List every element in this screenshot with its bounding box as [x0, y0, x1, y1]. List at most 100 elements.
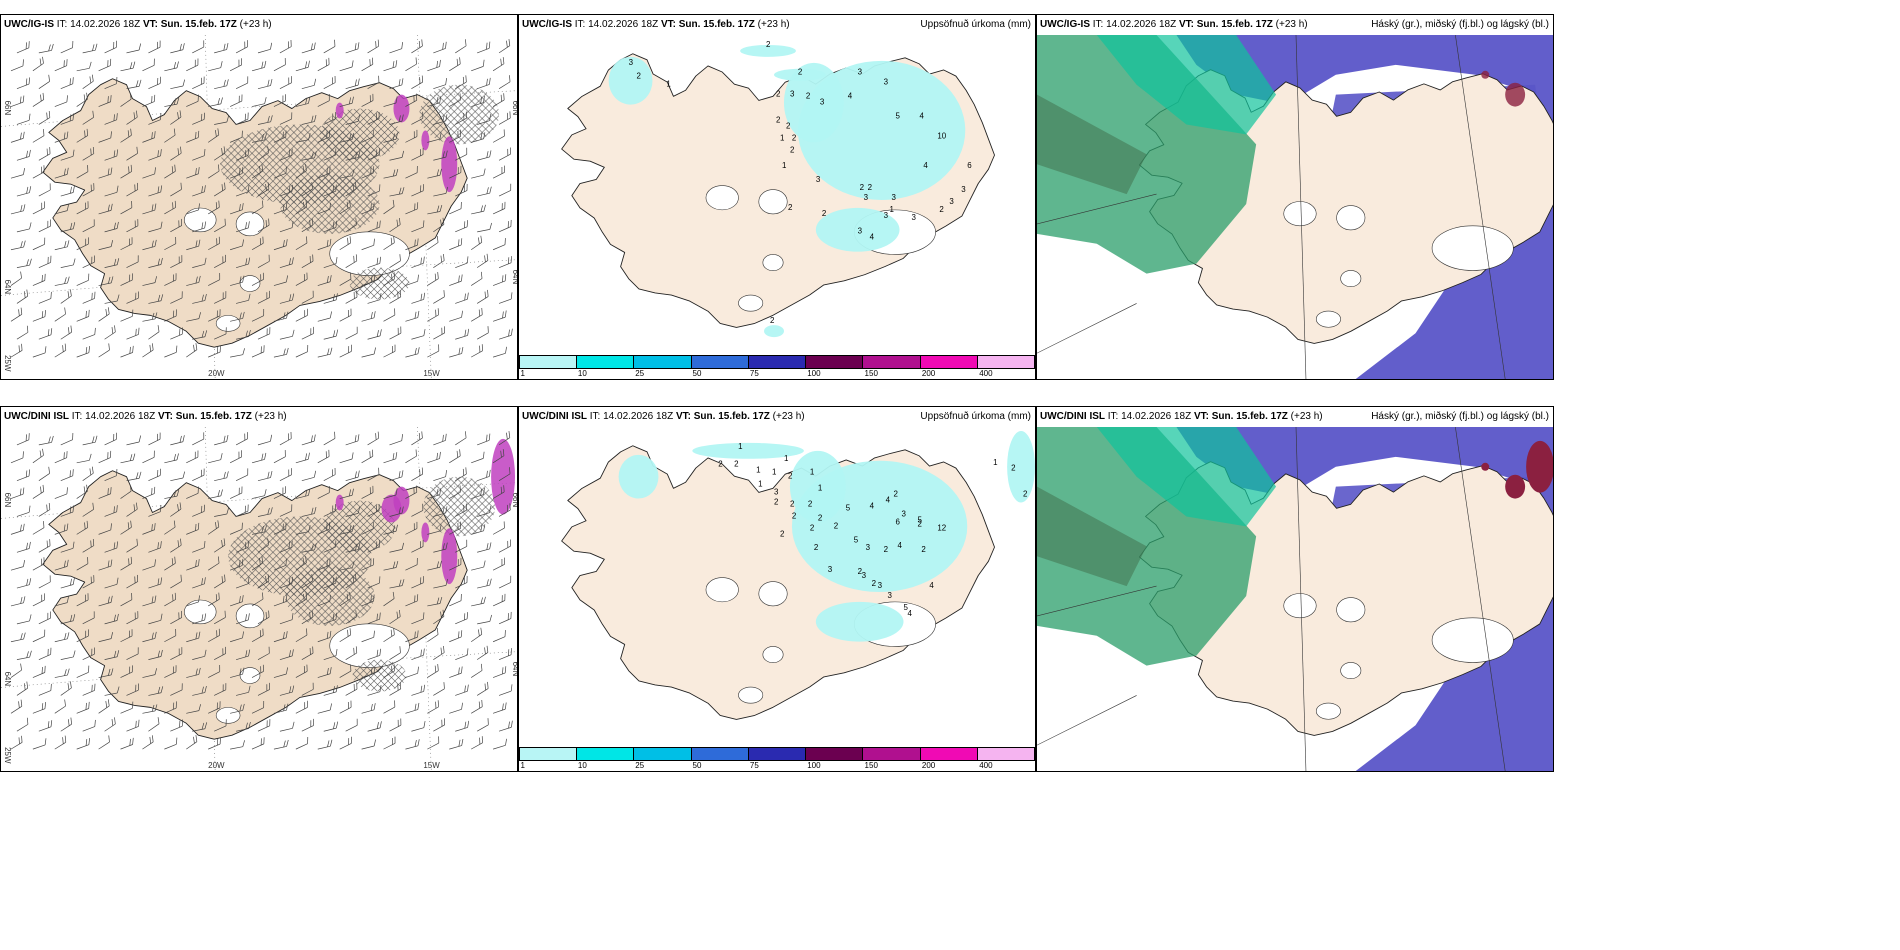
colorbar-swatches	[519, 355, 1035, 369]
wind-barb	[148, 112, 162, 125]
barb-flag	[505, 346, 507, 354]
barb-flag	[195, 632, 198, 640]
lat-66-label: 66N	[511, 101, 517, 116]
wind-barb	[251, 133, 267, 143]
wind-barb	[427, 235, 439, 251]
barb-flag	[245, 258, 248, 265]
wind-barb	[449, 630, 463, 643]
wind-barb	[32, 92, 45, 107]
map-canvas[interactable]	[1037, 35, 1553, 379]
barb-shaft	[476, 332, 489, 340]
wind-barb	[126, 182, 139, 197]
barb-shaft	[449, 528, 461, 535]
barb-shaft	[54, 101, 68, 107]
wind-barb	[257, 646, 270, 660]
glacier-area	[239, 275, 261, 292]
barb-shaft	[367, 474, 380, 481]
barb-shaft	[257, 85, 271, 90]
map-canvas[interactable]: 2 2 3 2 1 3 3 2 3 2 3 4 5 4 10 2 2 2 1 2 1 4 6 3 2 3 2 3 1 2 2 3 3 4 3 2 3 3 2	[519, 35, 1035, 355]
wind-barb	[148, 613, 163, 625]
wind-barb	[455, 684, 469, 696]
wind-barb	[301, 434, 316, 446]
barb-shaft	[339, 175, 353, 179]
barb-shaft	[120, 459, 134, 464]
barb-shaft	[273, 565, 287, 571]
barb-flag	[93, 219, 95, 226]
wind-barb	[208, 665, 221, 678]
barb-flag	[413, 131, 415, 138]
map-canvas[interactable]: 1 1 2 2 1 1 2 1 1 3 1 2 2 2 2 2 4 2 5 4 3 2 6 5 12 2 2 2 2 5 3 2 4 2 3 2 3 2 3…	[519, 427, 1035, 747]
wind-barb	[345, 114, 361, 125]
low-cloud-area	[1176, 427, 1553, 771]
barb-flag	[328, 486, 330, 493]
barb-flag	[26, 259, 29, 266]
barb-shaft	[383, 742, 396, 750]
wind-barb	[164, 345, 178, 358]
barb-flag	[502, 449, 505, 456]
wind-barb	[16, 289, 29, 304]
wind-barb	[449, 202, 462, 215]
barb-flag	[217, 97, 220, 105]
barb-flag	[88, 701, 90, 709]
wind-barbs-layer	[10, 39, 513, 358]
barb-flag	[131, 629, 133, 636]
barb-shaft	[339, 670, 352, 678]
map-canvas[interactable]: 66N 64N 25W 20W 15W 66N 64N	[1, 427, 517, 771]
map-canvas[interactable]: 66N 64N 25W 20W 15W 66N 64N	[1, 35, 517, 379]
barb-flag	[348, 738, 350, 745]
barb-flag	[224, 610, 226, 618]
map-canvas[interactable]	[1037, 427, 1553, 771]
barb-shaft	[142, 318, 156, 322]
barb-flag	[417, 630, 419, 638]
barb-shaft	[148, 155, 161, 161]
barb-flag	[486, 78, 488, 86]
precip-value: 3	[884, 211, 889, 220]
barb-flag	[157, 186, 160, 194]
barb-shaft	[339, 139, 353, 143]
barb-shaft	[32, 280, 45, 286]
barb-shaft	[235, 118, 249, 125]
barb-flag	[86, 520, 89, 528]
barb-shaft	[213, 580, 226, 589]
wind-barb	[16, 186, 32, 197]
wind-barb	[126, 683, 139, 696]
barb-flag	[352, 169, 355, 176]
wind-barb	[54, 668, 70, 678]
colorbar-swatch	[748, 748, 807, 760]
barb-flag	[328, 449, 330, 457]
barb-shaft	[142, 209, 155, 215]
wind-barb	[323, 112, 336, 125]
barb-flag	[64, 277, 67, 284]
wind-barb	[273, 130, 287, 143]
barb-shaft	[433, 512, 446, 517]
wind-barb	[427, 272, 439, 286]
barb-flag	[40, 166, 42, 174]
wind-barb	[207, 520, 220, 535]
barb-flag	[504, 666, 507, 673]
wind-barb	[10, 451, 24, 464]
barb-flag	[201, 686, 204, 694]
wind-barb	[339, 664, 352, 678]
barb-flag	[335, 184, 337, 192]
hatched-area	[284, 566, 375, 626]
barb-flag	[66, 559, 69, 567]
barb-flag	[392, 61, 395, 68]
wind-barb	[10, 204, 26, 215]
barb-shaft	[389, 260, 401, 268]
barb-shaft	[383, 494, 397, 499]
barb-shaft	[389, 332, 402, 340]
barb-shaft	[32, 171, 45, 179]
barb-shaft	[148, 692, 162, 696]
barb-flag	[239, 167, 241, 175]
barb-shaft	[317, 637, 331, 643]
barb-flag	[172, 594, 174, 602]
barb-shaft	[164, 171, 176, 179]
barb-shaft	[54, 174, 68, 179]
wind-barb	[235, 40, 248, 54]
barb-shaft	[476, 296, 489, 304]
wind-barb	[192, 76, 205, 90]
precip-value: 4	[848, 92, 853, 101]
barb-flag	[328, 57, 330, 65]
barb-flag	[356, 718, 358, 726]
graticule-line	[1295, 35, 1307, 379]
